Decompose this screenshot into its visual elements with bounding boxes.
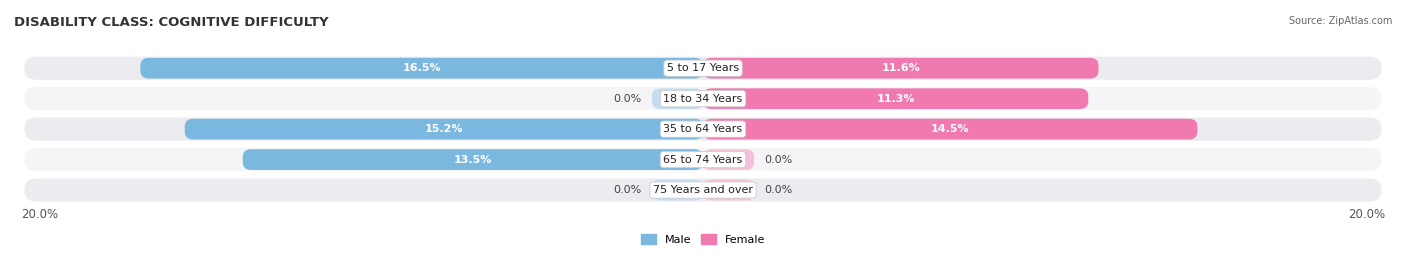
FancyBboxPatch shape (24, 87, 1382, 110)
Text: 65 to 74 Years: 65 to 74 Years (664, 155, 742, 165)
FancyBboxPatch shape (243, 149, 703, 170)
FancyBboxPatch shape (703, 88, 1088, 109)
Text: 15.2%: 15.2% (425, 124, 463, 134)
Legend: Male, Female: Male, Female (637, 230, 769, 249)
Text: 0.0%: 0.0% (765, 185, 793, 195)
Text: 18 to 34 Years: 18 to 34 Years (664, 94, 742, 104)
Text: 14.5%: 14.5% (931, 124, 970, 134)
Text: 0.0%: 0.0% (765, 155, 793, 165)
Text: 20.0%: 20.0% (1348, 208, 1385, 221)
FancyBboxPatch shape (24, 118, 1382, 141)
FancyBboxPatch shape (703, 58, 1098, 79)
FancyBboxPatch shape (652, 180, 703, 200)
FancyBboxPatch shape (24, 148, 1382, 171)
FancyBboxPatch shape (141, 58, 703, 79)
Text: DISABILITY CLASS: COGNITIVE DIFFICULTY: DISABILITY CLASS: COGNITIVE DIFFICULTY (14, 16, 329, 29)
Text: 0.0%: 0.0% (613, 185, 641, 195)
Text: Source: ZipAtlas.com: Source: ZipAtlas.com (1288, 16, 1392, 26)
Text: 35 to 64 Years: 35 to 64 Years (664, 124, 742, 134)
Text: 5 to 17 Years: 5 to 17 Years (666, 63, 740, 73)
Text: 11.3%: 11.3% (876, 94, 915, 104)
FancyBboxPatch shape (24, 57, 1382, 80)
Text: 0.0%: 0.0% (613, 94, 641, 104)
Text: 16.5%: 16.5% (402, 63, 441, 73)
FancyBboxPatch shape (184, 119, 703, 139)
FancyBboxPatch shape (24, 178, 1382, 201)
FancyBboxPatch shape (652, 88, 703, 109)
Text: 13.5%: 13.5% (454, 155, 492, 165)
FancyBboxPatch shape (703, 149, 754, 170)
Text: 20.0%: 20.0% (21, 208, 58, 221)
FancyBboxPatch shape (703, 119, 1198, 139)
Text: 75 Years and over: 75 Years and over (652, 185, 754, 195)
Text: 11.6%: 11.6% (882, 63, 920, 73)
FancyBboxPatch shape (703, 180, 754, 200)
